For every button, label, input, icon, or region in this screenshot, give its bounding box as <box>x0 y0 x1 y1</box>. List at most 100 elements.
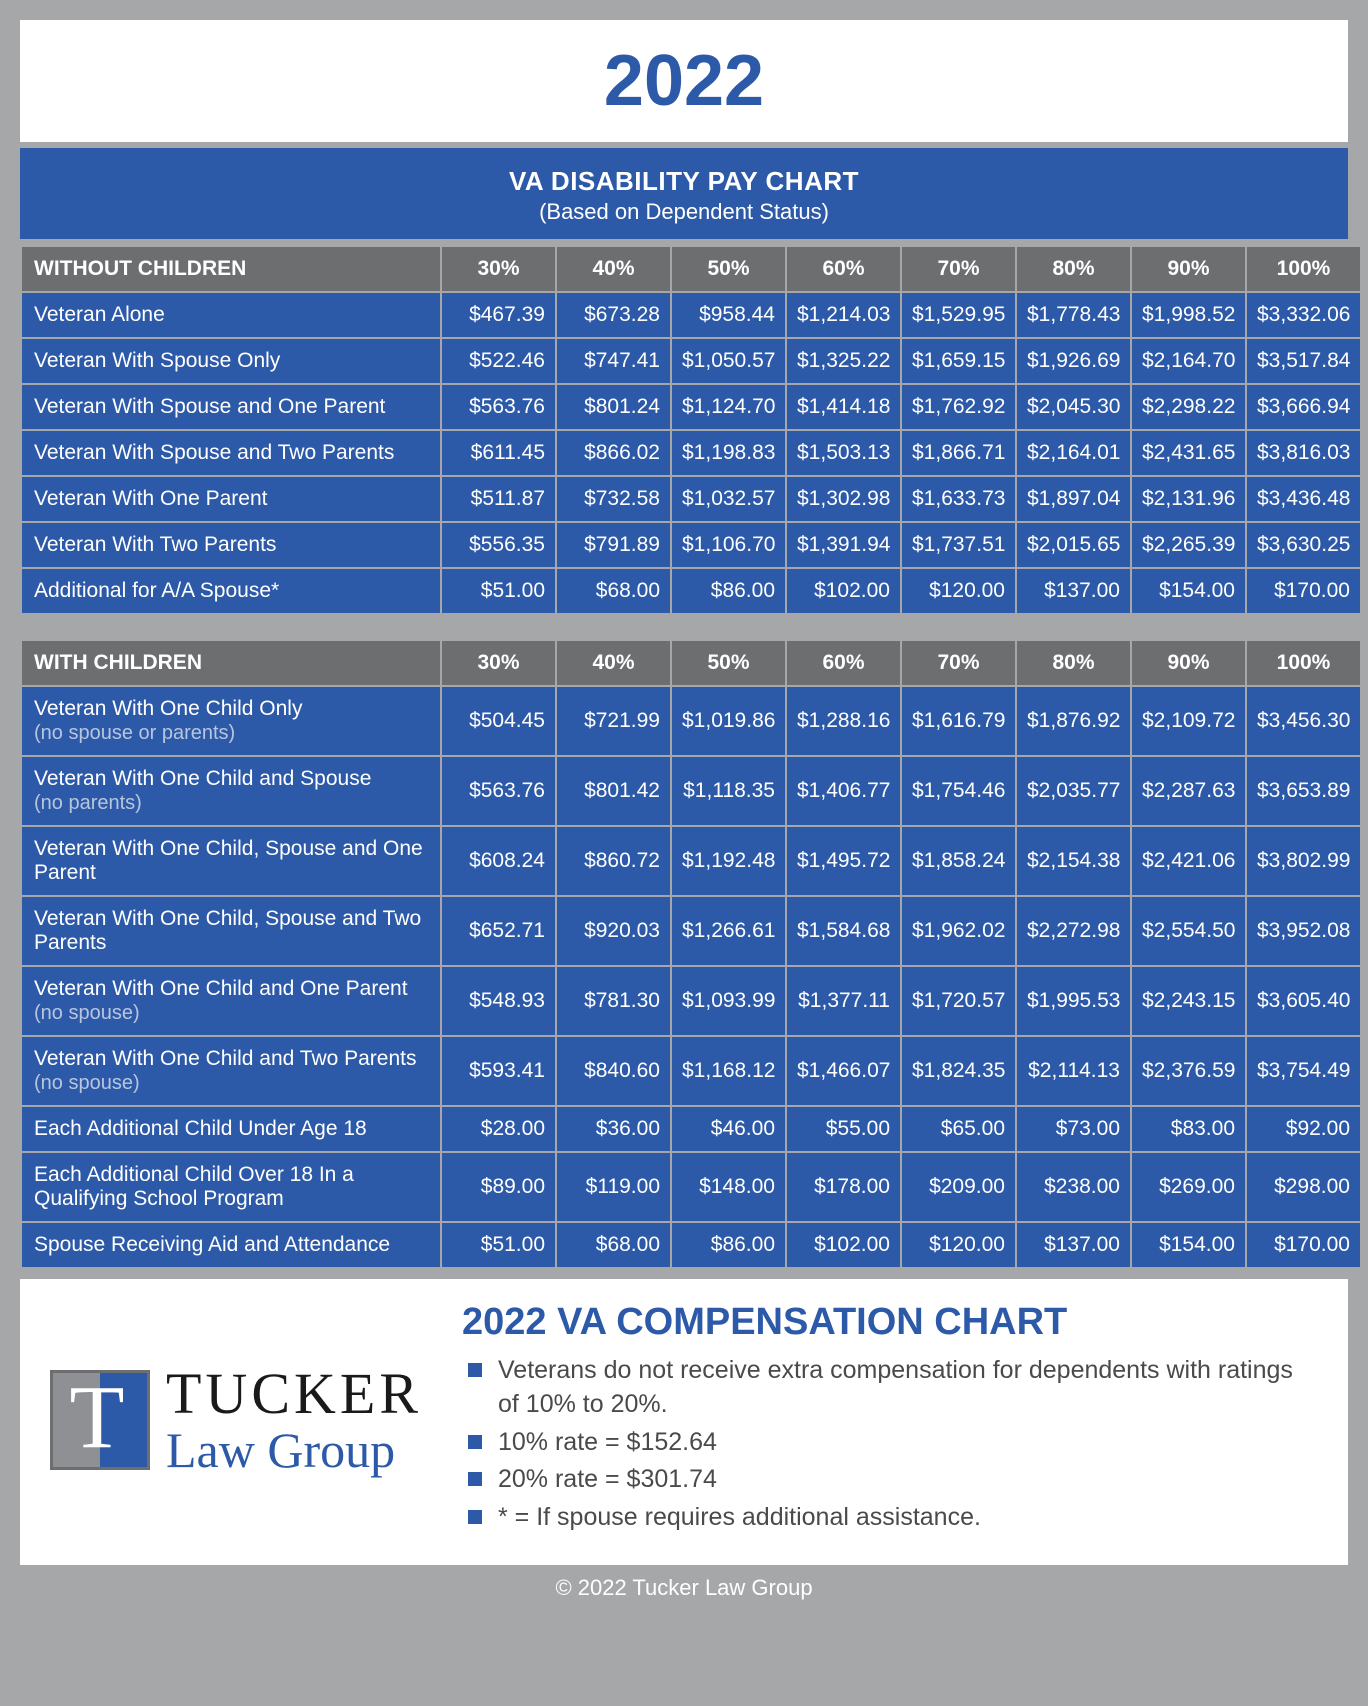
table-row: Spouse Receiving Aid and Attendance$51.0… <box>22 1223 1360 1267</box>
cell-value: $673.28 <box>557 293 670 337</box>
cell-value: $3,802.99 <box>1247 827 1360 895</box>
cell-value: $55.00 <box>787 1107 900 1151</box>
cell-value: $120.00 <box>902 569 1015 613</box>
table-without-children: WITHOUT CHILDREN 30% 40% 50% 60% 70% 80%… <box>20 245 1362 615</box>
row-label: Veteran With One Child Only(no spouse or… <box>22 687 440 755</box>
cell-value: $1,495.72 <box>787 827 900 895</box>
cell-value: $2,298.22 <box>1132 385 1245 429</box>
cell-value: $269.00 <box>1132 1153 1245 1221</box>
cell-value: $1,529.95 <box>902 293 1015 337</box>
row-label: Veteran With Spouse and One Parent <box>22 385 440 429</box>
cell-value: $92.00 <box>1247 1107 1360 1151</box>
cell-value: $747.41 <box>557 339 670 383</box>
chart-title: VA DISABILITY PAY CHART <box>20 166 1348 197</box>
year-banner: 2022 <box>20 20 1348 142</box>
cell-value: $1,998.52 <box>1132 293 1245 337</box>
cell-value: $28.00 <box>442 1107 555 1151</box>
cell-value: $170.00 <box>1247 569 1360 613</box>
cell-value: $522.46 <box>442 339 555 383</box>
cell-value: $73.00 <box>1017 1107 1130 1151</box>
cell-value: $1,926.69 <box>1017 339 1130 383</box>
row-label: Veteran With Spouse and Two Parents <box>22 431 440 475</box>
cell-value: $36.00 <box>557 1107 670 1151</box>
cell-value: $209.00 <box>902 1153 1015 1221</box>
cell-value: $958.44 <box>672 293 785 337</box>
cell-value: $1,866.71 <box>902 431 1015 475</box>
row-label: Veteran With One Child, Spouse and Two P… <box>22 897 440 965</box>
cell-value: $102.00 <box>787 569 900 613</box>
logo-text: TUCKER Law Group <box>166 1365 422 1475</box>
table-row: Veteran With One Child and Spouse(no par… <box>22 757 1360 825</box>
cell-value: $148.00 <box>672 1153 785 1221</box>
cell-value: $1,377.11 <box>787 967 900 1035</box>
logo-mark: T <box>50 1370 150 1470</box>
cell-value: $920.03 <box>557 897 670 965</box>
cell-value: $298.00 <box>1247 1153 1360 1221</box>
cell-value: $2,265.39 <box>1132 523 1245 567</box>
logo: T TUCKER Law Group <box>50 1365 422 1475</box>
table-row: Veteran With Spouse and Two Parents$611.… <box>22 431 1360 475</box>
table-row: Veteran With One Child and One Parent (n… <box>22 967 1360 1035</box>
cell-value: $1,503.13 <box>787 431 900 475</box>
cell-value: $801.24 <box>557 385 670 429</box>
cell-value: $860.72 <box>557 827 670 895</box>
cell-value: $2,243.15 <box>1132 967 1245 1035</box>
row-label: Veteran With One Child and One Parent (n… <box>22 967 440 1035</box>
cell-value: $2,114.13 <box>1017 1037 1130 1105</box>
col-header: 30% <box>442 641 555 685</box>
cell-value: $1,414.18 <box>787 385 900 429</box>
cell-value: $1,266.61 <box>672 897 785 965</box>
cell-value: $781.30 <box>557 967 670 1035</box>
logo-letter: T <box>53 1366 141 1469</box>
cell-value: $1,720.57 <box>902 967 1015 1035</box>
col-header: 60% <box>787 247 900 291</box>
footer-bullet: 10% rate = $152.64 <box>462 1426 1318 1460</box>
table-row: Additional for A/A Spouse*$51.00$68.00$8… <box>22 569 1360 613</box>
col-header: 70% <box>902 641 1015 685</box>
year-heading: 2022 <box>20 40 1348 122</box>
row-label: Each Additional Child Under Age 18 <box>22 1107 440 1151</box>
col-header: 60% <box>787 641 900 685</box>
cell-value: $511.87 <box>442 477 555 521</box>
cell-value: $1,876.92 <box>1017 687 1130 755</box>
row-label: Veteran With One Parent <box>22 477 440 521</box>
cell-value: $1,824.35 <box>902 1037 1015 1105</box>
cell-value: $721.99 <box>557 687 670 755</box>
footer-bullet: Veterans do not receive extra compensati… <box>462 1354 1318 1422</box>
table-row: Each Additional Child Under Age 18$28.00… <box>22 1107 1360 1151</box>
chart-subtitle: (Based on Dependent Status) <box>20 199 1348 225</box>
cell-value: $3,456.30 <box>1247 687 1360 755</box>
cell-value: $3,436.48 <box>1247 477 1360 521</box>
footer-card: T TUCKER Law Group 2022 VA COMPENSATION … <box>20 1279 1348 1565</box>
cell-value: $68.00 <box>557 1223 670 1267</box>
cell-value: $504.45 <box>442 687 555 755</box>
cell-value: $1,584.68 <box>787 897 900 965</box>
cell-value: $791.89 <box>557 523 670 567</box>
cell-value: $1,288.16 <box>787 687 900 755</box>
footer-bullet-list: Veterans do not receive extra compensati… <box>462 1354 1318 1535</box>
title-bar: VA DISABILITY PAY CHART (Based on Depend… <box>20 148 1348 239</box>
cell-value: $178.00 <box>787 1153 900 1221</box>
cell-value: $556.35 <box>442 523 555 567</box>
cell-value: $89.00 <box>442 1153 555 1221</box>
col-header: 80% <box>1017 641 1130 685</box>
cell-value: $1,659.15 <box>902 339 1015 383</box>
table-row: Veteran With Two Parents$556.35$791.89$1… <box>22 523 1360 567</box>
logo-line2: Law Group <box>166 1425 422 1475</box>
table-row: Each Additional Child Over 18 In a Quali… <box>22 1153 1360 1221</box>
col-header: 100% <box>1247 247 1360 291</box>
cell-value: $1,466.07 <box>787 1037 900 1105</box>
cell-value: $1,106.70 <box>672 523 785 567</box>
cell-value: $2,376.59 <box>1132 1037 1245 1105</box>
cell-value: $3,605.40 <box>1247 967 1360 1035</box>
row-label: Each Additional Child Over 18 In a Quali… <box>22 1153 440 1221</box>
cell-value: $154.00 <box>1132 569 1245 613</box>
cell-value: $1,019.86 <box>672 687 785 755</box>
table-body: Veteran With One Child Only(no spouse or… <box>22 687 1360 1267</box>
footer-content: 2022 VA COMPENSATION CHART Veterans do n… <box>462 1301 1318 1539</box>
cell-value: $3,754.49 <box>1247 1037 1360 1105</box>
cell-value: $2,421.06 <box>1132 827 1245 895</box>
cell-value: $593.41 <box>442 1037 555 1105</box>
cell-value: $2,554.50 <box>1132 897 1245 965</box>
cell-value: $137.00 <box>1017 569 1130 613</box>
